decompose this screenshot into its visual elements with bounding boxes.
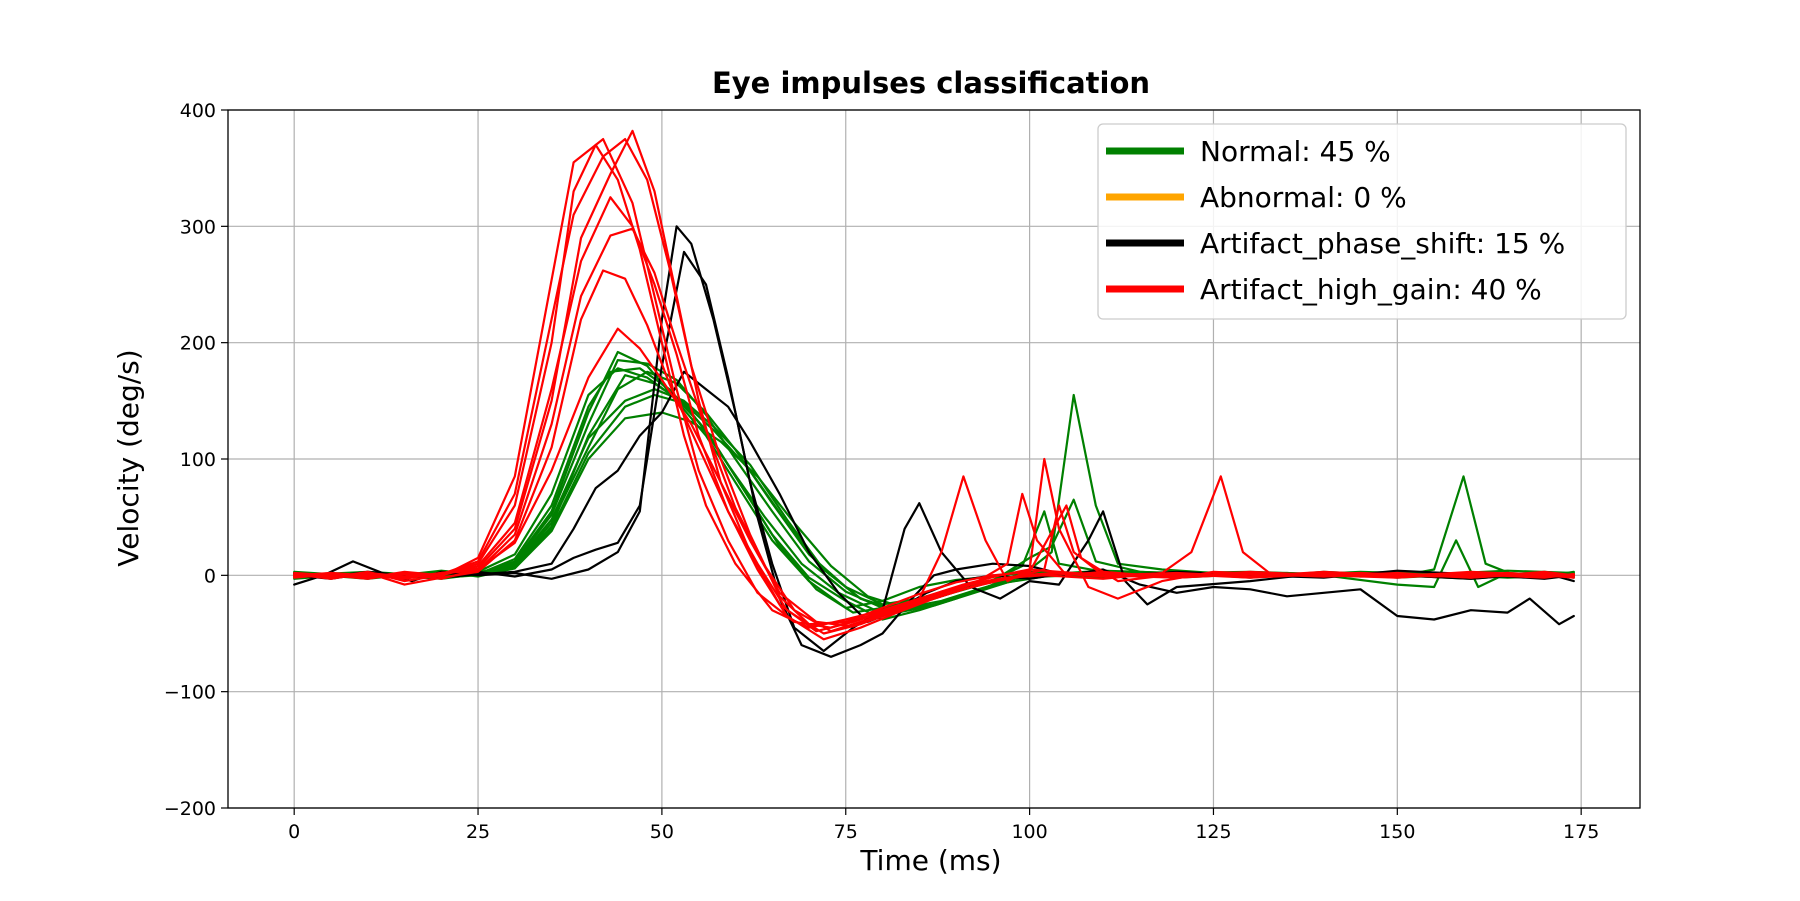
chart-title: Eye impulses classification (712, 66, 1150, 100)
series-line-artifact-high-gain (293, 227, 1575, 633)
y-axis-label: Velocity (deg/s) (112, 349, 145, 566)
x-tick-label: 50 (650, 821, 674, 843)
x-tick-label: 75 (834, 821, 858, 843)
x-tick-label: 150 (1379, 821, 1415, 843)
legend: Normal: 45 % Abnormal: 0 % Artifact_phase_… (1097, 123, 1627, 320)
series-line-artifact-phase-shift (293, 250, 1575, 653)
legend-label: Abnormal: 0 % (1200, 181, 1407, 214)
x-tick-label: 0 (288, 821, 300, 843)
legend-label: Normal: 45 % (1200, 135, 1391, 168)
legend-label: Artifact_high_gain: 40 % (1200, 273, 1542, 306)
x-tick-label: 25 (466, 821, 490, 843)
y-tick-label: −200 (164, 798, 216, 820)
legend-label: Artifact_phase_shift: 15 % (1200, 227, 1565, 260)
axis-ticks: 0 25 50 75 100 125 150 175 −200 −100 0 100 200 300 400 (164, 100, 1599, 843)
y-tick-label: −100 (164, 682, 216, 704)
x-axis-label: Time (ms) (859, 844, 1001, 877)
series-lines (293, 129, 1575, 658)
y-tick-label: 300 (180, 216, 216, 238)
y-tick-label: 100 (180, 449, 216, 471)
y-tick-label: 200 (180, 333, 216, 355)
legend-box (1097, 123, 1627, 320)
x-tick-label: 125 (1195, 821, 1231, 843)
series-line-artifact-phase-shift (293, 225, 1575, 658)
y-tick-label: 400 (180, 100, 216, 122)
x-tick-label: 175 (1563, 821, 1599, 843)
y-tick-label: 0 (204, 565, 216, 587)
series-line-normal (293, 388, 1575, 612)
x-tick-label: 100 (1011, 821, 1047, 843)
